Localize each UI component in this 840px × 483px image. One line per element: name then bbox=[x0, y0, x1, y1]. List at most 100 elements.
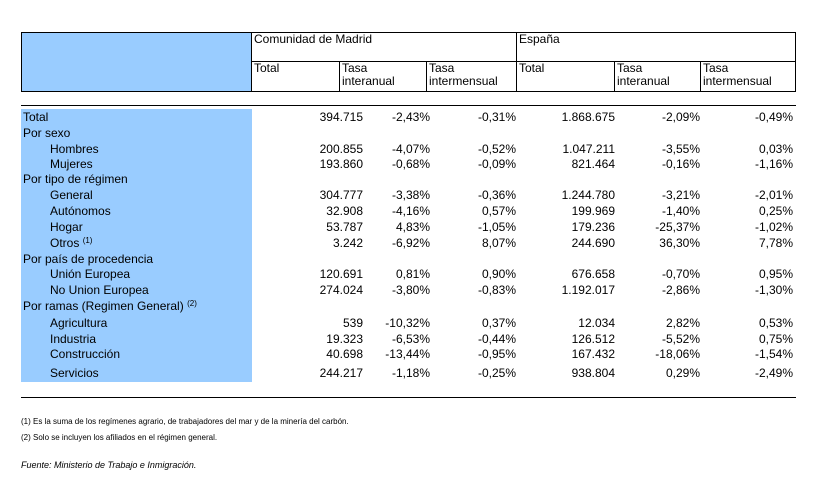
source-note: Fuente: Ministerio de Trabajo e Inmigrac… bbox=[21, 460, 197, 470]
table-row: Mujeres 193.860 -0,68% -0,09% 821.464 -0… bbox=[21, 156, 796, 172]
header-madrid-interanual-line1: Tasa bbox=[342, 61, 368, 75]
row-label-column bbox=[21, 109, 252, 382]
cell-madrid-interanual: -4,16% bbox=[391, 204, 430, 218]
section-label: Por tipo de régimen bbox=[23, 172, 128, 186]
table-row: Autónomos 32.908 -4,16% 0,57% 199.969 -1… bbox=[21, 203, 796, 219]
header-madrid-intermensual-line1: Tasa bbox=[429, 61, 455, 75]
cell-espana-interanual: -0,70% bbox=[661, 267, 700, 281]
cell-madrid-intermensual: 0,57% bbox=[481, 204, 516, 218]
cell-madrid-intermensual: -0,31% bbox=[477, 110, 516, 124]
cell-madrid-total: 274.024 bbox=[319, 283, 363, 297]
section-label: Por sexo bbox=[23, 126, 71, 140]
table-row: Industria 19.323 -6,53% -0,44% 126.512 -… bbox=[21, 331, 796, 347]
table-row: Hogar 53.787 4,83% -1,05% 179.236 -25,37… bbox=[21, 219, 796, 235]
cell-madrid-intermensual: -0,52% bbox=[477, 142, 516, 156]
footnote-1: (1) Es la suma de los regímenes agrario,… bbox=[21, 417, 349, 426]
header-espana-intermensual-line2: intermensual bbox=[703, 74, 772, 88]
table-row: Otros (1) 3.242 -6,92% 8,07% 244.690 36,… bbox=[21, 235, 796, 251]
footnote-2: (2) Solo se incluyen los afiliados en el… bbox=[21, 433, 218, 442]
cell-espana-intermensual: 0,53% bbox=[758, 316, 793, 330]
cell-espana-interanual: 36,30% bbox=[659, 236, 700, 250]
table-row: Unión Europea 120.691 0,81% 0,90% 676.65… bbox=[21, 266, 796, 282]
cell-espana-total: 1.244.780 bbox=[561, 188, 615, 202]
cell-madrid-total: 539 bbox=[342, 316, 363, 330]
cell-madrid-intermensual: -1,05% bbox=[477, 220, 516, 234]
cell-espana-interanual: -2,09% bbox=[661, 110, 700, 124]
header-espana-interanual: Tasa interanual bbox=[615, 62, 701, 92]
cell-madrid-intermensual: -0,83% bbox=[477, 283, 516, 297]
cell-madrid-intermensual: -0,95% bbox=[477, 347, 516, 361]
section-row: Por sexo bbox=[21, 125, 796, 141]
cell-madrid-interanual: -0,68% bbox=[391, 157, 430, 171]
header-madrid-interanual-line2: interanual bbox=[342, 74, 395, 88]
cell-espana-interanual: -25,37% bbox=[655, 220, 700, 234]
cell-espana-total: 126.512 bbox=[571, 332, 615, 346]
cell-espana-total: 1.047.211 bbox=[562, 142, 616, 156]
table-row: Hombres 200.855 -4,07% -0,52% 1.047.211 … bbox=[21, 141, 796, 157]
cell-espana-total: 12.034 bbox=[578, 316, 615, 330]
row-label: Hogar bbox=[50, 220, 83, 234]
cell-espana-total: 199.969 bbox=[571, 204, 615, 218]
header-madrid-total: Total bbox=[252, 62, 340, 92]
cell-madrid-intermensual: -0,36% bbox=[477, 188, 516, 202]
header-group-espana: España bbox=[517, 32, 796, 62]
cell-madrid-interanual: -6,92% bbox=[391, 236, 430, 250]
cell-espana-intermensual: 0,03% bbox=[758, 142, 793, 156]
cell-madrid-interanual: -2,43% bbox=[391, 110, 430, 124]
body-top-rule bbox=[21, 105, 796, 106]
header-madrid-intermensual-line2: intermensual bbox=[429, 74, 498, 88]
cell-espana-interanual: -1,40% bbox=[661, 204, 700, 218]
cell-espana-total: 676.658 bbox=[571, 267, 615, 281]
cell-madrid-total: 244.217 bbox=[319, 366, 363, 380]
cell-madrid-intermensual: 0,37% bbox=[481, 316, 516, 330]
cell-espana-interanual: -5,52% bbox=[661, 332, 700, 346]
header-espana-intermensual: Tasa intermensual bbox=[701, 62, 796, 92]
cell-espana-interanual: -18,06% bbox=[655, 347, 700, 361]
cell-madrid-interanual: -6,53% bbox=[391, 332, 430, 346]
table-row: Agricultura 539 -10,32% 0,37% 12.034 2,8… bbox=[21, 315, 796, 331]
cell-espana-intermensual: -1,16% bbox=[754, 157, 793, 171]
header-madrid-intermensual: Tasa intermensual bbox=[427, 62, 517, 92]
cell-madrid-total: 200.855 bbox=[319, 142, 363, 156]
cell-espana-interanual: -3,21% bbox=[661, 188, 700, 202]
header-espana-interanual-line1: Tasa bbox=[617, 61, 643, 75]
cell-espana-intermensual: 0,95% bbox=[758, 267, 793, 281]
row-label: General bbox=[50, 188, 93, 202]
cell-madrid-total: 53.787 bbox=[326, 220, 363, 234]
cell-madrid-interanual: -10,32% bbox=[385, 316, 430, 330]
cell-madrid-total: 32.908 bbox=[326, 204, 363, 218]
cell-madrid-interanual: -4,07% bbox=[391, 142, 430, 156]
table-row: General 304.777 -3,38% -0,36% 1.244.780 … bbox=[21, 187, 796, 203]
cell-espana-intermensual: -2,01% bbox=[754, 188, 793, 202]
header-espana-total: Total bbox=[517, 62, 615, 92]
section-row: Por país de procedencia bbox=[21, 251, 796, 267]
section-label-text: Por ramas (Regimen General) bbox=[23, 299, 184, 313]
cell-madrid-interanual: -1,18% bbox=[391, 366, 430, 380]
cell-espana-total: 179.236 bbox=[571, 220, 615, 234]
cell-espana-interanual: -2,86% bbox=[661, 283, 700, 297]
section-row: Por ramas (Regimen General) (2) bbox=[21, 298, 796, 314]
row-label: No Union Europea bbox=[50, 283, 149, 297]
cell-madrid-intermensual: -0,25% bbox=[477, 366, 516, 380]
row-label: Servicios bbox=[50, 366, 99, 380]
cell-espana-intermensual: -0,49% bbox=[754, 110, 793, 124]
cell-madrid-total: 40.698 bbox=[326, 347, 363, 361]
cell-espana-intermensual: -2,49% bbox=[754, 366, 793, 380]
footnote-marker: (2) bbox=[187, 299, 197, 308]
cell-espana-intermensual: 7,78% bbox=[758, 236, 793, 250]
cell-espana-interanual: -0,16% bbox=[661, 157, 700, 171]
cell-madrid-interanual: 4,83% bbox=[395, 220, 430, 234]
row-label: Otros (1) bbox=[50, 235, 92, 251]
cell-espana-total: 1.192.017 bbox=[561, 283, 615, 297]
cell-espana-total: 1.868.675 bbox=[561, 110, 615, 124]
cell-madrid-intermensual: 8,07% bbox=[481, 236, 516, 250]
cell-madrid-total: 120.691 bbox=[319, 267, 363, 281]
cell-madrid-intermensual: -0,09% bbox=[477, 157, 516, 171]
header-label-cell bbox=[21, 32, 252, 92]
cell-espana-interanual: -3,55% bbox=[661, 142, 700, 156]
row-label: Autónomos bbox=[50, 204, 111, 218]
row-label: Agricultura bbox=[50, 316, 108, 330]
cell-espana-total: 938.804 bbox=[571, 366, 615, 380]
table-bottom-rule bbox=[21, 397, 796, 398]
row-label: Total bbox=[23, 110, 49, 124]
